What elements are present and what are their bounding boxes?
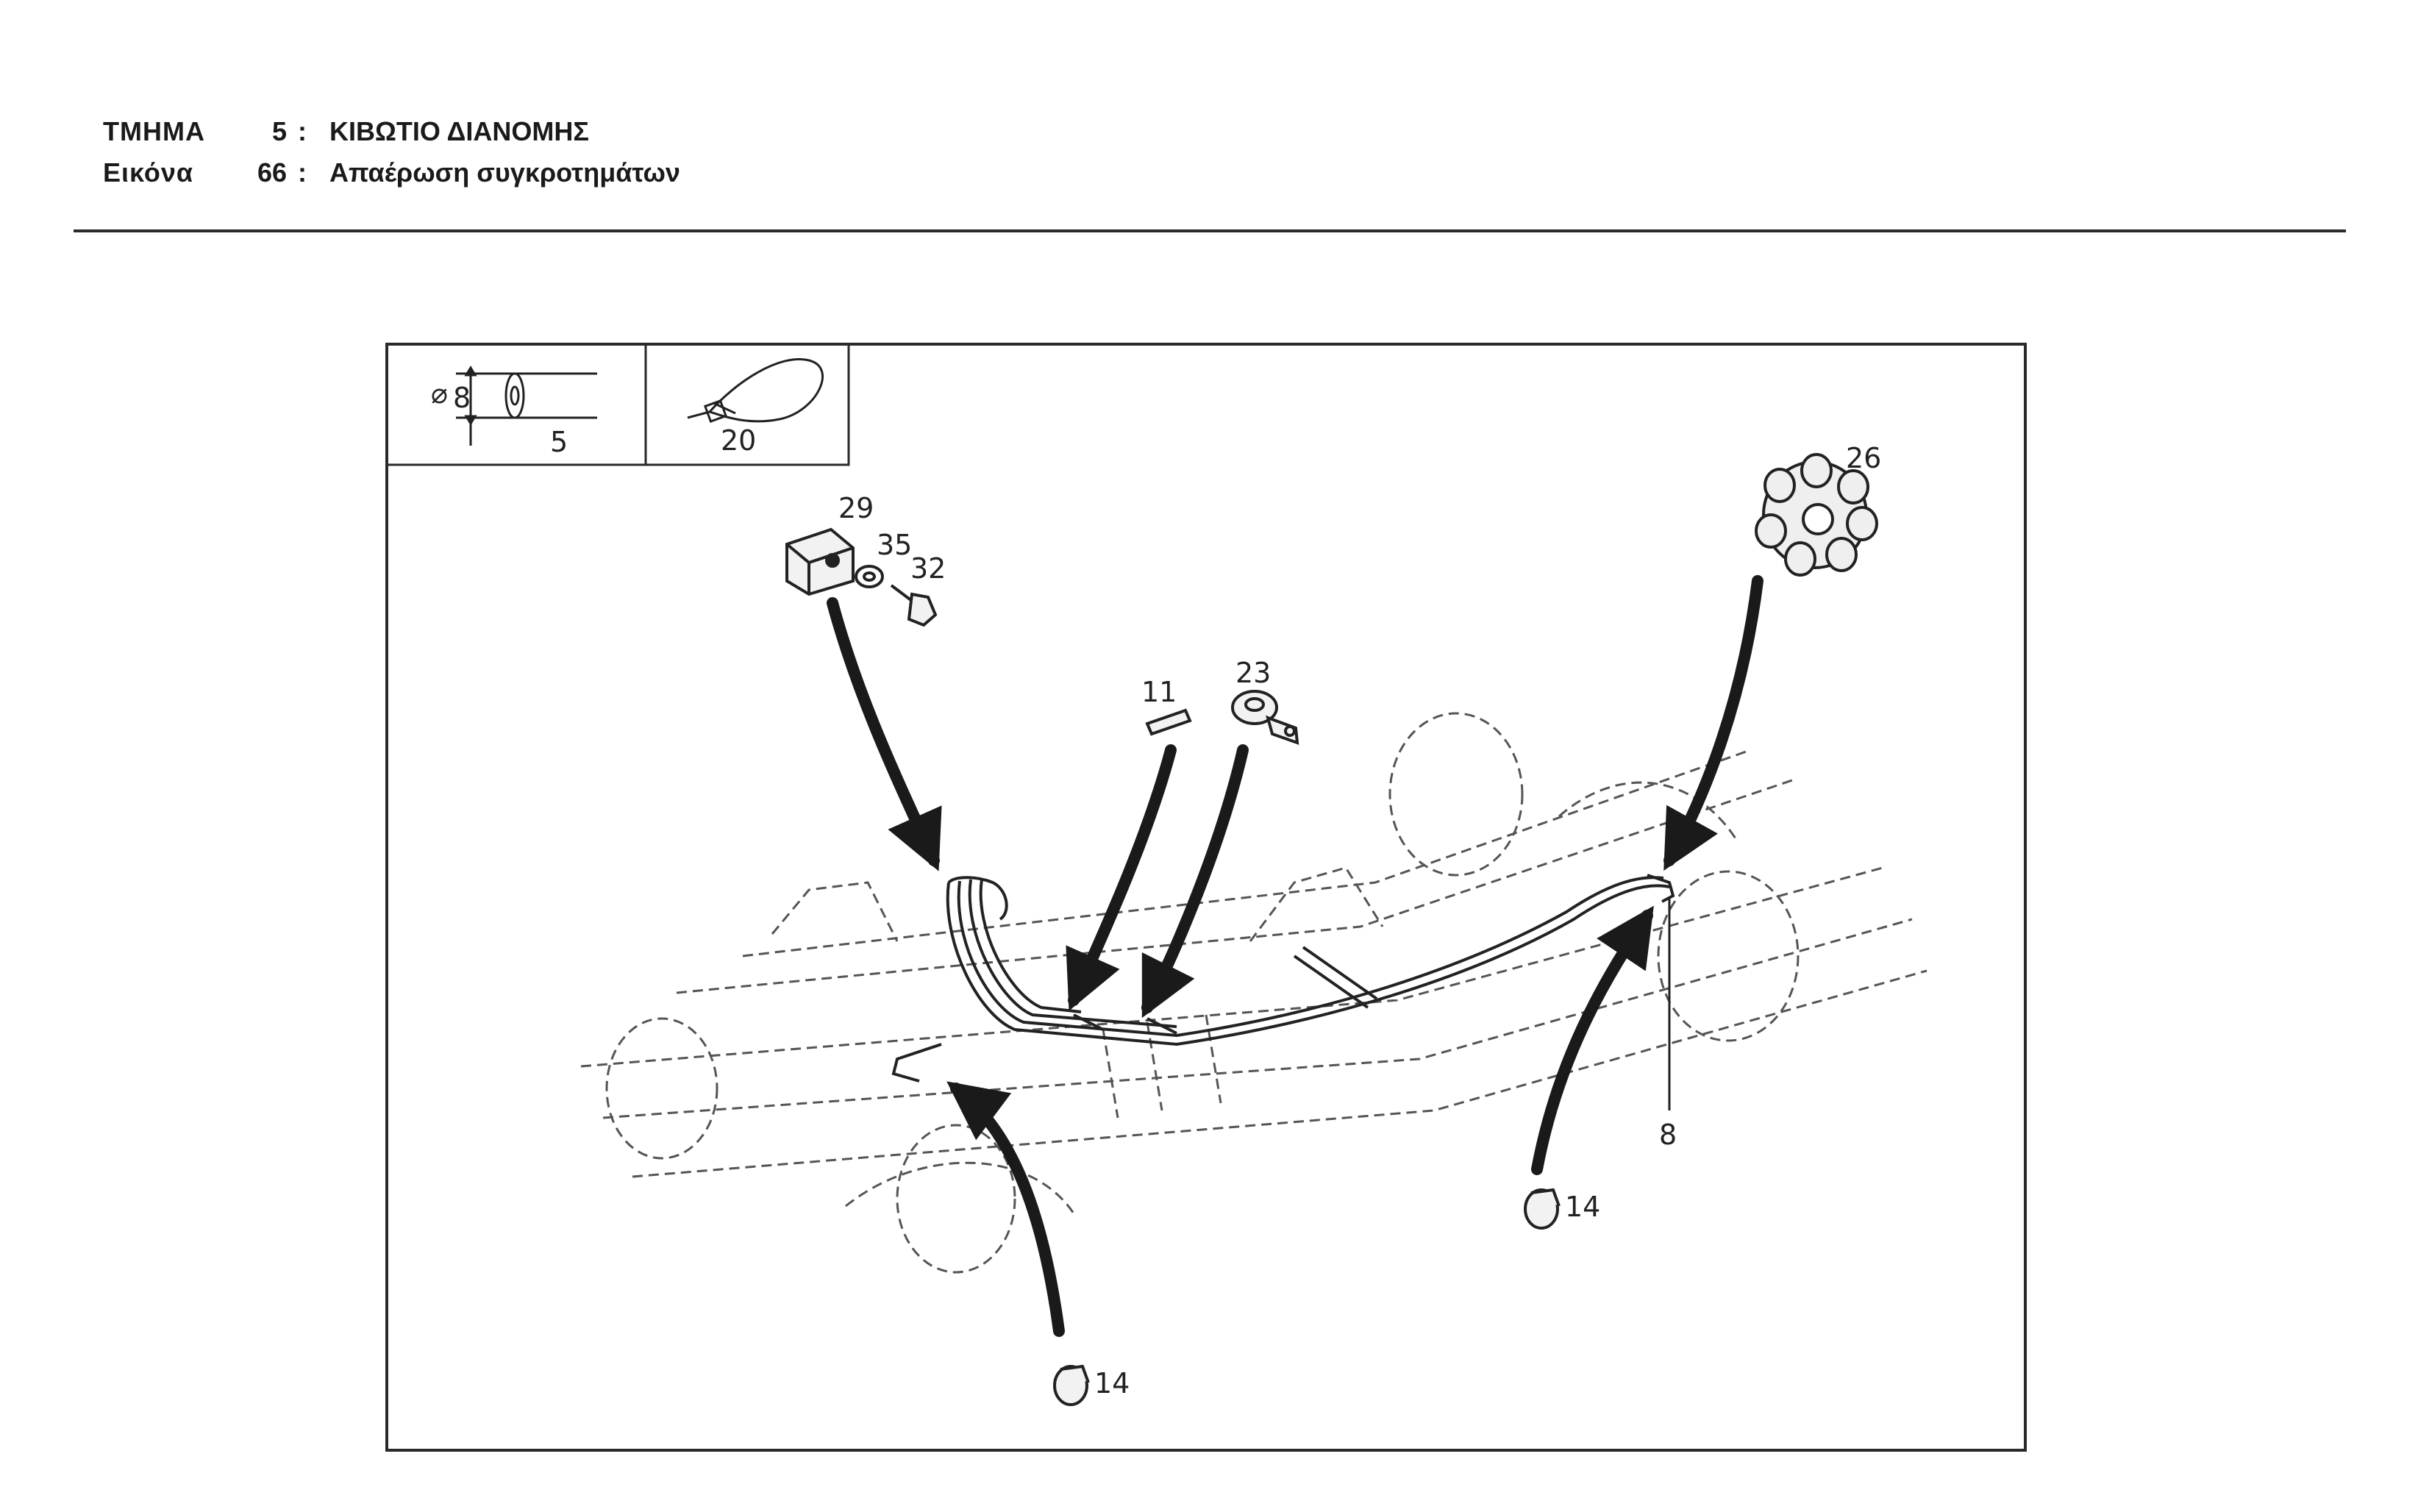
figure-label: Εικόνα [103, 157, 194, 188]
hose-clamp-icon [1053, 1188, 1561, 1406]
callout-35: 35 [877, 529, 912, 561]
callout-26: 26 [1846, 442, 1881, 474]
figure-colon: : [298, 157, 307, 188]
pin-icon [1145, 708, 1192, 736]
figure-title: Απαέρωση συγκροτημάτων [329, 157, 680, 188]
cable-tie-icon [687, 358, 824, 424]
diameter-value: 8 [453, 382, 471, 414]
header-rule [74, 229, 2346, 232]
banjo-fitting-icon [1231, 690, 1299, 745]
washer-icon [855, 565, 884, 588]
hose-icon [456, 365, 597, 446]
callout-29: 29 [838, 492, 874, 524]
section-label: ΤΜΗΜΑ [103, 116, 205, 146]
bolt-icon [890, 584, 938, 627]
figure-frame [385, 343, 2027, 1452]
tie-part-label: 20 [721, 424, 756, 457]
hose-part-label: 5 [550, 426, 568, 458]
inset-panel [385, 343, 850, 466]
callout-11: 11 [1141, 676, 1177, 708]
vent-lines [891, 874, 1675, 1083]
section-colon: : [298, 116, 307, 146]
chassis-outline [580, 712, 1927, 1274]
callout-23: 23 [1235, 657, 1271, 689]
section-number: 5 [271, 116, 287, 146]
callout-8: 8 [1659, 1119, 1677, 1151]
section-title: ΚΙΒΩΤΙΟ ΔΙΑΝΟΜΗΣ [329, 116, 589, 146]
callout-14-right: 14 [1565, 1191, 1600, 1223]
grommet-icon [1755, 453, 1878, 577]
figure-number: 66 [257, 157, 287, 188]
diameter-symbol: ⌀ [431, 377, 448, 410]
clip-block-icon [785, 527, 855, 596]
callout-14-bottom: 14 [1094, 1367, 1130, 1399]
callout-32: 32 [910, 552, 946, 585]
leader-arrows [827, 575, 1763, 1337]
